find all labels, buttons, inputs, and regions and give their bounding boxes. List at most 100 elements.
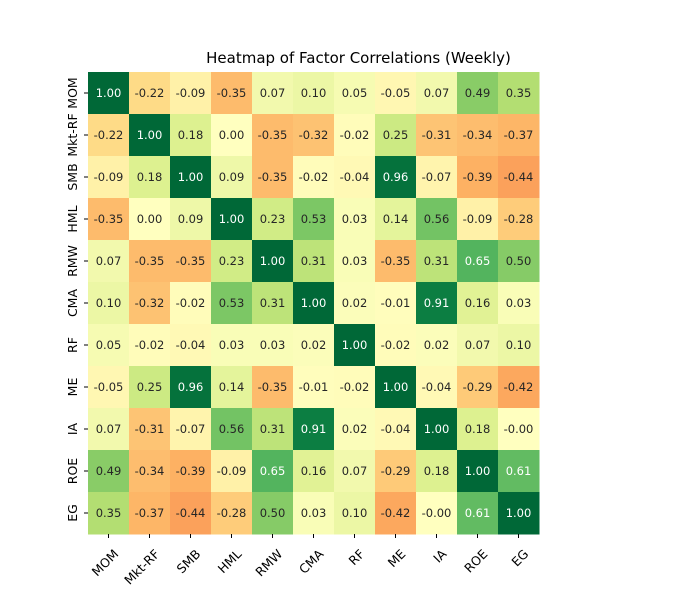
heatmap-cell-0-1: [129, 72, 171, 115]
heatmap-cell-6-1: [129, 324, 171, 367]
cell-value-label-6-10: 0.10: [506, 338, 532, 352]
cell-value-label-6-1: -0.02: [135, 338, 165, 352]
heatmap-cell-10-0: [88, 492, 130, 535]
cell-value-label-4-2: -0.35: [176, 254, 206, 268]
heatmap-cell-4-3: [211, 240, 253, 283]
cell-value-label-0-7: -0.05: [381, 86, 411, 100]
heatmap-cell-9-3: [211, 450, 253, 493]
heatmap-cell-1-3: [211, 114, 253, 157]
heatmap-cell-7-8: [416, 366, 458, 409]
heatmap-cell-0-8: [416, 72, 458, 115]
cell-value-label-9-9: 1.00: [465, 464, 491, 478]
cell-value-label-7-5: -0.01: [299, 380, 329, 394]
cell-value-label-4-8: 0.31: [424, 254, 450, 268]
heatmap-cell-10-2: [170, 492, 212, 535]
cell-value-label-8-5: 0.91: [301, 422, 327, 436]
x-tick-label-0: MOM: [89, 546, 122, 579]
heatmap-cell-8-5: [293, 408, 335, 451]
heatmap-cell-10-6: [334, 492, 376, 535]
cell-value-label-7-9: -0.29: [463, 380, 493, 394]
heatmap-cell-9-10: [498, 450, 540, 493]
heatmap-cell-6-10: [498, 324, 540, 367]
cell-value-label-0-0: 1.00: [96, 86, 122, 100]
cell-value-label-9-6: 0.07: [342, 464, 368, 478]
cell-value-label-3-4: 0.23: [260, 212, 286, 226]
cell-value-label-1-9: -0.34: [463, 128, 493, 142]
heatmap-cell-9-8: [416, 450, 458, 493]
cell-value-label-9-8: 0.18: [424, 464, 450, 478]
y-tick-label-1: Mkt-RF: [65, 113, 80, 156]
cell-value-label-9-10: 0.61: [506, 464, 532, 478]
heatmap-cell-10-5: [293, 492, 335, 535]
heatmap-cell-4-7: [375, 240, 417, 283]
cell-value-label-7-6: -0.02: [340, 380, 370, 394]
heatmap-cell-2-9: [457, 156, 499, 199]
x-tick-label-4: RMW: [252, 546, 285, 579]
heatmap-cell-5-10: [498, 282, 540, 325]
cell-value-label-5-5: 1.00: [301, 296, 327, 310]
heatmap-cell-9-5: [293, 450, 335, 493]
heatmap-cell-7-1: [129, 366, 171, 409]
cell-value-label-6-3: 0.03: [219, 338, 245, 352]
y-tick-label-5: CMA: [65, 289, 80, 318]
y-axis: MOM Mkt-RF SMB HML RMW CMA RF ME IA ROE EG: [65, 77, 88, 522]
heatmap-cell-10-1: [129, 492, 171, 535]
cell-value-label-3-6: 0.03: [342, 212, 368, 226]
cell-value-label-8-8: 1.00: [424, 422, 450, 436]
cell-value-label-1-7: 0.25: [383, 128, 409, 142]
x-tick-label-10: EG: [508, 546, 531, 569]
cell-value-label-6-2: -0.04: [176, 338, 206, 352]
heatmap-cell-1-8: [416, 114, 458, 157]
cell-value-label-8-4: 0.31: [260, 422, 286, 436]
cell-value-label-7-8: -0.04: [422, 380, 452, 394]
heatmap-cell-3-10: [498, 198, 540, 241]
heatmap-cell-2-7: [375, 156, 417, 199]
heatmap-cell-2-10: [498, 156, 540, 199]
cell-value-label-10-5: 0.03: [301, 506, 327, 520]
heatmap-cell-0-7: [375, 72, 417, 115]
x-tick-label-1: Mkt-RF: [121, 546, 162, 587]
y-tick-label-2: SMB: [65, 163, 80, 190]
heatmap-cell-4-5: [293, 240, 335, 283]
heatmap-cell-0-10: [498, 72, 540, 115]
cell-value-label-9-5: 0.16: [301, 464, 327, 478]
chart-title: Heatmap of Factor Correlations (Weekly): [206, 49, 511, 67]
cell-value-label-2-4: -0.35: [258, 170, 288, 184]
heatmap-cell-2-2: [170, 156, 212, 199]
cell-value-label-8-3: 0.56: [219, 422, 245, 436]
heatmap-cell-2-4: [252, 156, 294, 199]
heatmap-cell-7-3: [211, 366, 253, 409]
y-tick-label-9: ROE: [65, 458, 80, 485]
heatmap-cell-8-10: [498, 408, 540, 451]
heatmap-cell-0-2: [170, 72, 212, 115]
heatmap-cell-8-4: [252, 408, 294, 451]
cell-value-label-1-3: 0.00: [219, 128, 245, 142]
cell-value-label-5-1: -0.32: [135, 296, 165, 310]
heatmap-cell-3-3: [211, 198, 253, 241]
cell-value-label-3-2: 0.09: [178, 212, 204, 226]
heatmap-cell-3-2: [170, 198, 212, 241]
cell-value-label-9-7: -0.29: [381, 464, 411, 478]
cell-value-label-9-4: 0.65: [260, 464, 286, 478]
cell-value-label-7-2: 0.96: [178, 380, 204, 394]
cell-value-label-3-3: 1.00: [219, 212, 245, 226]
cell-value-label-3-9: -0.09: [463, 212, 493, 226]
cell-value-label-9-3: -0.09: [217, 464, 247, 478]
heatmap-cell-6-6: [334, 324, 376, 367]
heatmap-cell-9-4: [252, 450, 294, 493]
cell-value-label-5-9: 0.16: [465, 296, 491, 310]
cell-value-label-2-3: 0.09: [219, 170, 245, 184]
cell-value-label-10-9: 0.61: [465, 506, 491, 520]
heatmap-cell-3-1: [129, 198, 171, 241]
cell-value-label-0-10: 0.35: [506, 86, 532, 100]
cell-value-label-3-8: 0.56: [424, 212, 450, 226]
heatmap-cell-0-0: [88, 72, 130, 115]
heatmap-cell-2-5: [293, 156, 335, 199]
heatmap-cell-7-10: [498, 366, 540, 409]
heatmap-cell-1-9: [457, 114, 499, 157]
cell-value-label-7-3: 0.14: [219, 380, 245, 394]
cell-value-label-5-3: 0.53: [219, 296, 245, 310]
heatmap-cell-0-6: [334, 72, 376, 115]
x-tick-label-7: ME: [385, 546, 409, 570]
heatmap-cell-9-1: [129, 450, 171, 493]
